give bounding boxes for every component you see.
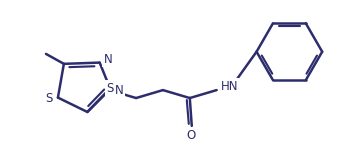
Text: O: O xyxy=(186,129,196,142)
Text: HN: HN xyxy=(221,80,238,93)
Text: S: S xyxy=(46,92,53,105)
Text: S: S xyxy=(107,82,114,95)
Text: N: N xyxy=(115,84,124,97)
Text: N: N xyxy=(104,53,112,66)
